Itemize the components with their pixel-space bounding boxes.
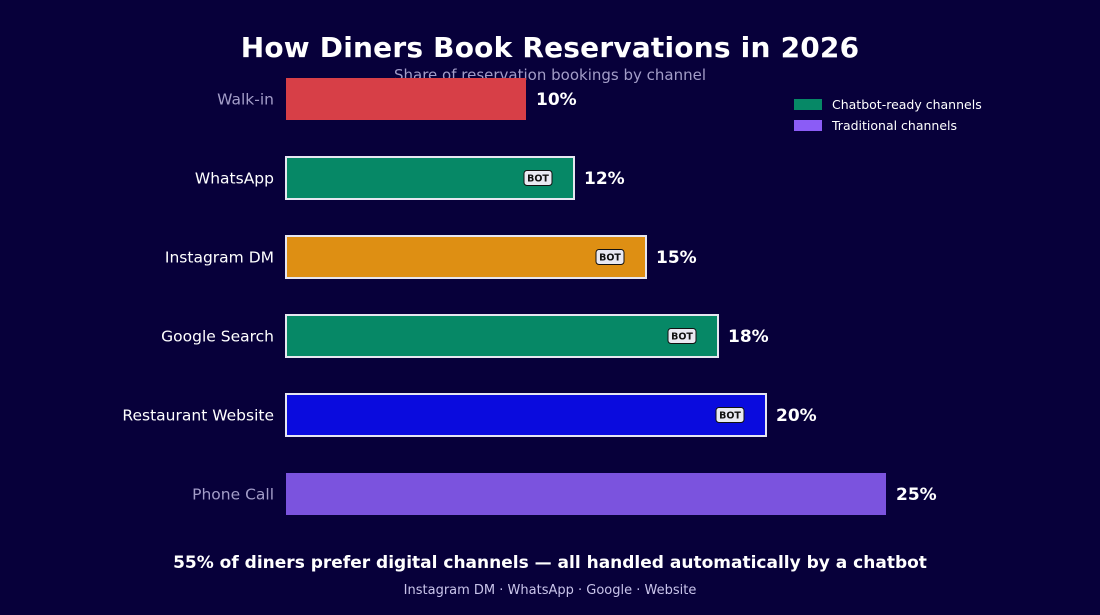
bar-walk-in (286, 78, 526, 120)
bar-phone-call (286, 473, 886, 515)
bot-badge-instagram-dm: BOT (595, 249, 625, 265)
bot-badge-box (595, 249, 625, 265)
bot-badge-whatsapp: BOT (523, 170, 553, 186)
bot-badge-box (523, 170, 553, 186)
legend-swatch-traditional (794, 119, 822, 131)
category-label-instagram-dm: Instagram DM (165, 249, 274, 267)
legend-label-chatbot: Chatbot-ready channels (832, 96, 982, 112)
bot-badge-text: BOT (671, 332, 693, 343)
category-label-walk-in: Walk-in (217, 91, 274, 109)
legend-item-chatbot: Chatbot-ready channels (794, 95, 982, 113)
bot-badge-box (667, 328, 697, 344)
bot-badge-text: BOT (527, 174, 549, 185)
legend-item-traditional: Traditional channels (794, 116, 957, 134)
bot-badge-restaurant-website: BOT (715, 407, 745, 423)
bot-badge-text: BOT (719, 411, 741, 422)
legend-label-traditional: Traditional channels (832, 117, 958, 133)
value-label-phone-call: 25% (896, 485, 937, 505)
bar-google-search (285, 314, 719, 358)
legend-swatch-chatbot (794, 98, 822, 110)
chart-title: How Diners Book Reservations in 2026 (240, 31, 860, 64)
bot-badge-text: BOT (599, 253, 621, 264)
bot-badge-box (715, 407, 745, 423)
category-label-google-search: Google Search (161, 328, 274, 346)
value-label-google-search: 18% (728, 327, 769, 347)
value-label-restaurant-website: 20% (776, 406, 817, 426)
value-label-walk-in: 10% (536, 90, 577, 110)
bar-restaurant-website (285, 393, 767, 437)
category-label-phone-call: Phone Call (192, 486, 274, 504)
legend: Chatbot-ready channels Traditional chann… (786, 89, 1012, 141)
footer-channels: Instagram DM · WhatsApp · Google · Websi… (403, 583, 697, 598)
value-label-whatsapp: 12% (584, 169, 625, 189)
bar-instagram-dm (285, 235, 647, 279)
category-label-restaurant-website: Restaurant Website (122, 407, 274, 425)
bot-badge-google-search: BOT (667, 328, 697, 344)
value-label-instagram-dm: 15% (656, 248, 697, 268)
footer-headline: 55% of diners prefer digital channels — … (173, 553, 927, 573)
category-label-whatsapp: WhatsApp (195, 170, 274, 188)
